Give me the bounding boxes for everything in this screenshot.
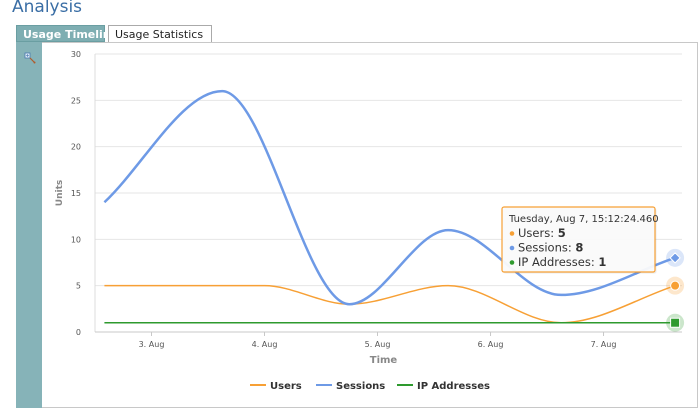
legend-label: Sessions <box>336 381 385 392</box>
tooltip-bullet <box>509 260 515 265</box>
y-tick-label: 25 <box>71 96 81 105</box>
x-axis-label: Time <box>370 355 398 366</box>
svg-text:Users: 5: Users: 5 <box>518 226 566 240</box>
legend-label: IP Addresses <box>417 381 490 392</box>
y-tick-label: 15 <box>71 189 81 198</box>
tooltip-row-value: 1 <box>598 255 606 269</box>
legend-item-users[interactable]: Users <box>250 381 302 392</box>
y-tick-label: 20 <box>71 143 81 152</box>
tooltip-row-label: Sessions: <box>518 241 575 255</box>
chart-sidebar <box>16 42 42 408</box>
legend-label: Users <box>270 381 302 392</box>
y-tick-label: 30 <box>71 50 81 59</box>
svg-text:Sessions: 8: Sessions: 8 <box>518 241 583 255</box>
tab-usage-statistics[interactable]: Usage Statistics <box>108 25 212 42</box>
tooltip-sessions: Sessions: 8 <box>509 241 583 255</box>
x-tick-label: 3. Aug <box>139 340 165 349</box>
sessions-hover-marker <box>666 248 685 267</box>
y-tick-label: 5 <box>76 282 81 291</box>
svg-text:IP Addresses: 1: IP Addresses: 1 <box>518 255 606 269</box>
tooltip-bullet <box>509 245 515 251</box>
x-tick-label: 7. Aug <box>591 340 617 349</box>
tooltip-date: Tuesday, Aug 7, 15:12:24.460 <box>508 214 659 225</box>
chart-settings-icon[interactable] <box>24 52 36 64</box>
x-tick-label: 6. Aug <box>478 340 504 349</box>
tooltip-users: Users: 5 <box>509 226 566 240</box>
page-title: Analysis <box>12 0 83 17</box>
hover-markers <box>666 248 685 332</box>
tooltip-row-label: Users: <box>518 226 558 240</box>
chart-legend: Users Sessions IP Addresses <box>250 381 490 392</box>
y-axis-label: Units <box>55 180 65 206</box>
tooltip-row-label: IP Addresses: <box>518 255 598 269</box>
x-tick-label: 5. Aug <box>365 340 391 349</box>
tooltip-bullet <box>509 231 515 236</box>
tooltip-box <box>501 206 656 273</box>
x-tick-label: 4. Aug <box>252 340 278 349</box>
sessions-line <box>103 89 676 306</box>
tooltip-ip-addresses: IP Addresses: 1 <box>509 255 606 269</box>
y-tick-label: 0 <box>76 328 81 337</box>
y-axis-ticks: 0 5 10 15 20 25 30 <box>71 50 81 337</box>
x-axis-ticks: 3. Aug 4. Aug 5. Aug 6. Aug 7. Aug <box>139 332 617 349</box>
legend-item-sessions[interactable]: Sessions <box>316 381 385 392</box>
legend-item-ip-addresses[interactable]: IP Addresses <box>397 381 490 392</box>
y-tick-label: 10 <box>71 235 81 244</box>
tooltip-row-value: 8 <box>575 241 583 255</box>
tab-usage-timeline[interactable]: Usage Timeline <box>16 25 118 42</box>
tooltip-row-value: 5 <box>558 226 566 240</box>
series-lines <box>103 89 676 324</box>
users-hover-marker <box>666 276 685 295</box>
ip-addresses-hover-marker <box>666 313 685 332</box>
